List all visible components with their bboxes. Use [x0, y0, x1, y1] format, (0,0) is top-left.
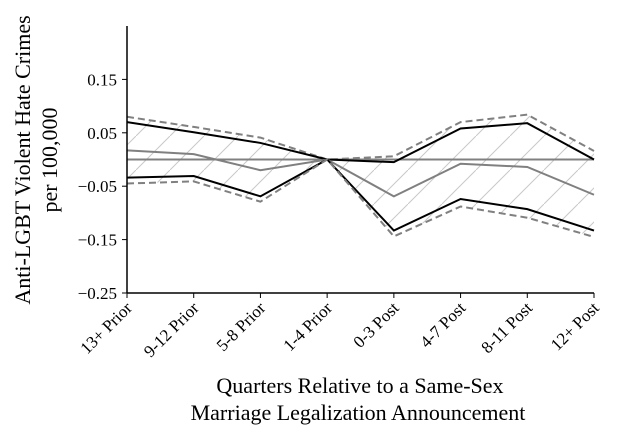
- x-tick-label: 0-3 Post: [349, 298, 402, 351]
- plot-area: [126, 113, 595, 238]
- y-tick-label: −0.25: [78, 284, 117, 303]
- x-axis-label-line2: Marriage Legalization Announcement: [191, 400, 526, 425]
- series-upper-inner-bound: [126, 121, 595, 164]
- y-tick-label: −0.05: [78, 177, 117, 196]
- y-tick-label: 0.05: [87, 124, 117, 143]
- series-lower-outer-bound: [126, 158, 595, 238]
- confidence-band: [127, 114, 594, 237]
- x-tick-label: 9-12 Prior: [140, 298, 203, 361]
- x-tick-label: 13+ Prior: [77, 298, 137, 358]
- x-tick-label: 5-8 Prior: [213, 298, 270, 355]
- series-upper-outer-bound: [126, 113, 595, 161]
- y-tick-label: −0.15: [78, 231, 117, 250]
- x-tick-label: 1-4 Prior: [279, 298, 336, 355]
- y-axis-label-line1: Anti-LGBT Violent Hate Crimes: [10, 15, 35, 304]
- y-axis-label-line2: per 100,000: [37, 107, 62, 212]
- y-tick-label: 0.15: [87, 70, 117, 89]
- series-lower-inner-bound: [126, 158, 595, 232]
- series-point-estimate: [126, 149, 595, 198]
- x-tick-label: 12+ Post: [547, 298, 603, 354]
- x-tick-label: 8-11 Post: [477, 298, 536, 357]
- x-tick-label: 4-7 Post: [416, 298, 469, 351]
- x-axis-label-line1: Quarters Relative to a Same-Sex: [216, 373, 503, 398]
